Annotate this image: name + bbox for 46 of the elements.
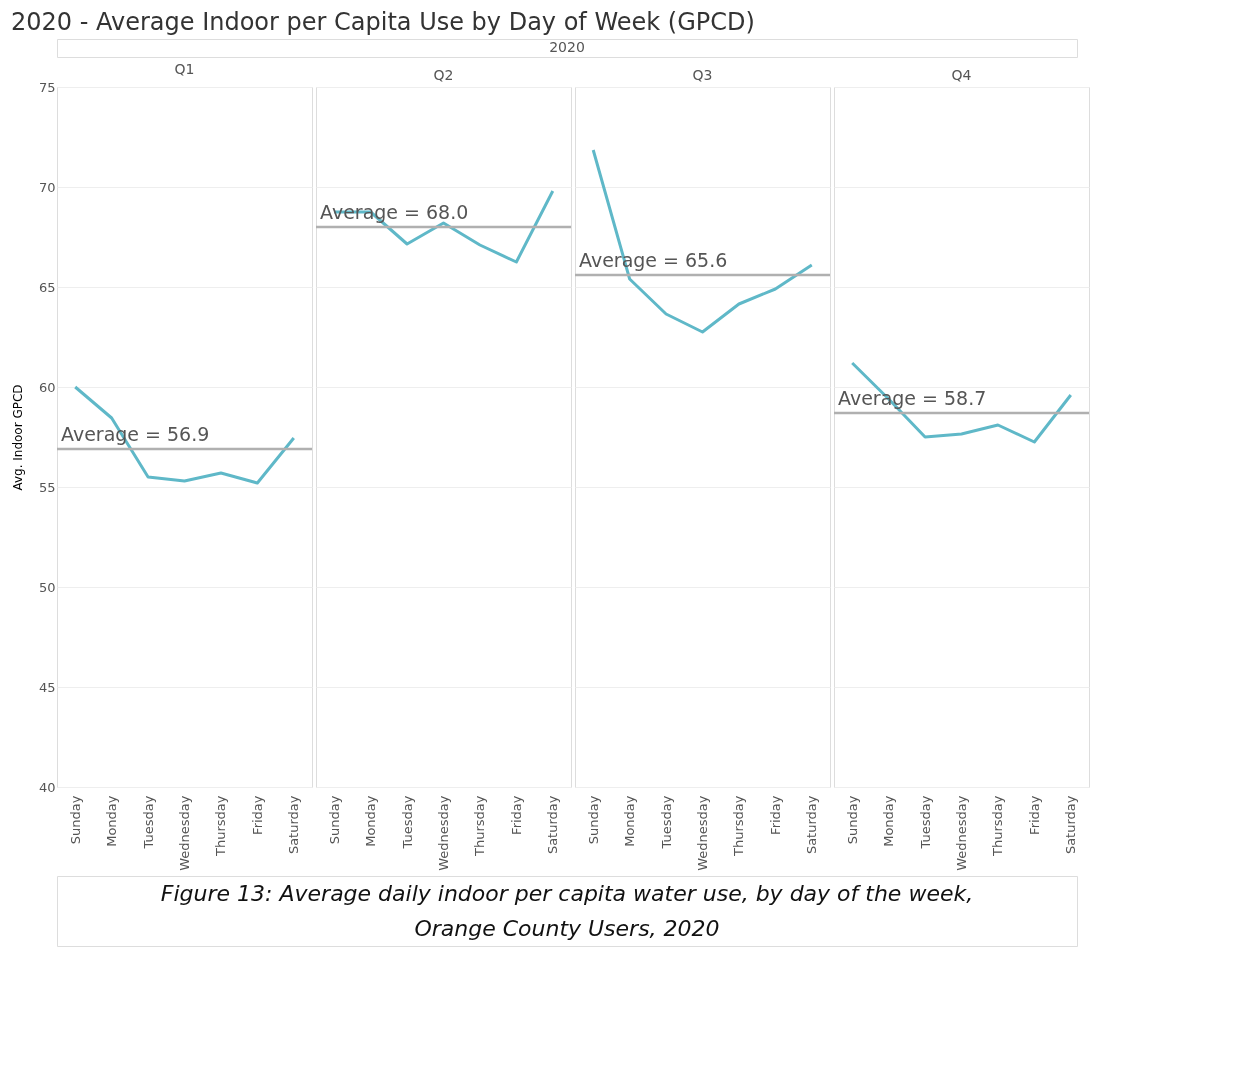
x-tick-label: Saturday xyxy=(286,795,302,855)
x-tick-label: Monday xyxy=(363,795,379,847)
x-tick-label: Wednesday xyxy=(954,795,969,871)
y-tick-label: 65 xyxy=(38,279,56,295)
x-tick-label: Wednesday xyxy=(436,795,451,871)
x-tick-label: Monday xyxy=(104,795,120,847)
y-tick-label: 45 xyxy=(38,679,56,695)
x-tick-label: Monday xyxy=(881,795,897,847)
chart-subtitle: Q2 xyxy=(433,67,454,83)
x-tick-label: Saturday xyxy=(1063,795,1079,855)
x-tick-label: Friday xyxy=(508,795,524,835)
caption: Figure 13: Average daily indoor per capita water use, by day of the week, xyxy=(160,880,974,906)
y-axis-title: Avg. Indoor GPCD xyxy=(10,384,25,491)
y-tick-label: 40 xyxy=(38,779,56,795)
x-tick-label: Sunday xyxy=(585,795,601,845)
x-tick-label: Saturday xyxy=(804,795,820,855)
chart-subtitle: Q1 xyxy=(174,61,195,77)
y-tick-label: 50 xyxy=(38,579,56,595)
y-tick-label: 55 xyxy=(38,479,56,495)
y-tick-label: 75 xyxy=(38,79,56,95)
x-tick-label: Wednesday xyxy=(177,795,192,871)
x-tick-label: Sunday xyxy=(326,795,342,845)
ref-line-label: Average = 68.0 xyxy=(320,201,469,223)
x-tick-label: Friday xyxy=(249,795,265,835)
x-tick-label: Friday xyxy=(1026,795,1042,835)
text: Orange County Users, 2020 xyxy=(414,915,720,941)
y-tick-label: 60 xyxy=(38,379,56,395)
x-tick-label: Tuesday xyxy=(399,795,415,850)
x-tick-label: Thursday xyxy=(213,795,229,857)
chart-subtitle: Q3 xyxy=(692,67,713,83)
x-tick-label: Tuesday xyxy=(917,795,933,850)
x-tick-label: Sunday xyxy=(844,795,860,845)
x-tick-label: Thursday xyxy=(731,795,747,857)
x-tick-label: Tuesday xyxy=(658,795,674,850)
x-tick-label: Saturday xyxy=(545,795,561,855)
text: 2020 - Average Indoor per Capita Use by Day of Week (GPCD) xyxy=(10,7,755,36)
chart-subtitle: Q4 xyxy=(951,67,972,83)
x-tick-label: Monday xyxy=(622,795,638,847)
x-tick-label: Friday xyxy=(767,795,783,835)
x-tick-label: Sunday xyxy=(67,795,83,845)
y-tick-label: 70 xyxy=(38,179,56,195)
x-tick-label: Thursday xyxy=(472,795,488,857)
x-tick-label: Tuesday xyxy=(140,795,156,850)
x-tick-label: Thursday xyxy=(990,795,1006,857)
text: 2020 xyxy=(549,39,585,55)
x-tick-label: Wednesday xyxy=(695,795,710,871)
